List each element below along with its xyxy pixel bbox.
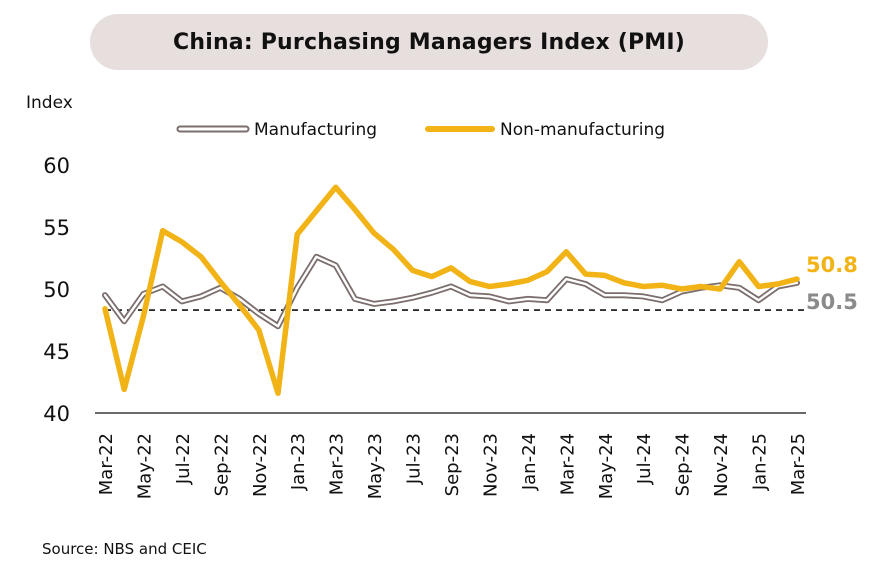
end-label-non-manufacturing: 50.8	[806, 253, 858, 277]
x-tick-label: Mar-22	[96, 433, 117, 495]
x-tick-label: Mar-25	[788, 433, 809, 495]
x-tick-label: Jul-24	[634, 433, 655, 485]
x-tick-label: May-24	[596, 433, 617, 499]
pmi-line-chart: Index Manufacturing Non-manufacturing 40…	[26, 93, 858, 499]
y-axis-label: Index	[26, 93, 73, 113]
x-tick-label: Jul-22	[173, 433, 194, 485]
x-axis-ticks: Mar-22 May-22 Jul-22 Sep-22 Nov-22 Jan-23 Mar-…	[96, 433, 809, 499]
legend: Manufacturing Non-manufacturing	[176, 120, 665, 140]
x-tick-label: Jan-23	[288, 433, 309, 491]
x-tick-label: May-23	[365, 433, 386, 499]
x-tick-label: May-22	[134, 433, 155, 499]
x-tick-label: Nov-24	[711, 433, 732, 497]
legend-label-manufacturing: Manufacturing	[254, 120, 377, 140]
source-note: Source: NBS and CEIC	[42, 540, 207, 558]
y-tick-label: 60	[43, 154, 70, 178]
x-tick-label: Jan-25	[750, 433, 771, 491]
y-tick-label: 40	[43, 402, 70, 426]
y-axis-ticks: 40 45 50 55 60	[43, 154, 70, 426]
chart-title: China: Purchasing Managers Index (PMI)	[173, 29, 685, 55]
x-tick-label: Mar-24	[557, 433, 578, 495]
x-tick-label: Sep-24	[673, 433, 694, 496]
x-tick-label: Nov-23	[480, 433, 501, 497]
x-tick-label: Jul-23	[404, 433, 425, 485]
x-tick-label: Sep-22	[211, 433, 232, 496]
y-tick-label: 45	[43, 340, 70, 364]
y-tick-label: 55	[43, 216, 70, 240]
y-tick-label: 50	[43, 278, 70, 302]
legend-label-non-manufacturing: Non-manufacturing	[500, 120, 665, 140]
x-tick-label: Mar-23	[327, 433, 348, 495]
x-tick-label: Nov-22	[250, 433, 271, 497]
end-label-manufacturing: 50.5	[806, 290, 858, 314]
x-tick-label: Sep-23	[442, 433, 463, 496]
x-tick-label: Jan-24	[519, 433, 540, 491]
series-line-non-manufacturing	[102, 184, 800, 396]
chart-title-container: China: Purchasing Managers Index (PMI)	[90, 14, 768, 70]
